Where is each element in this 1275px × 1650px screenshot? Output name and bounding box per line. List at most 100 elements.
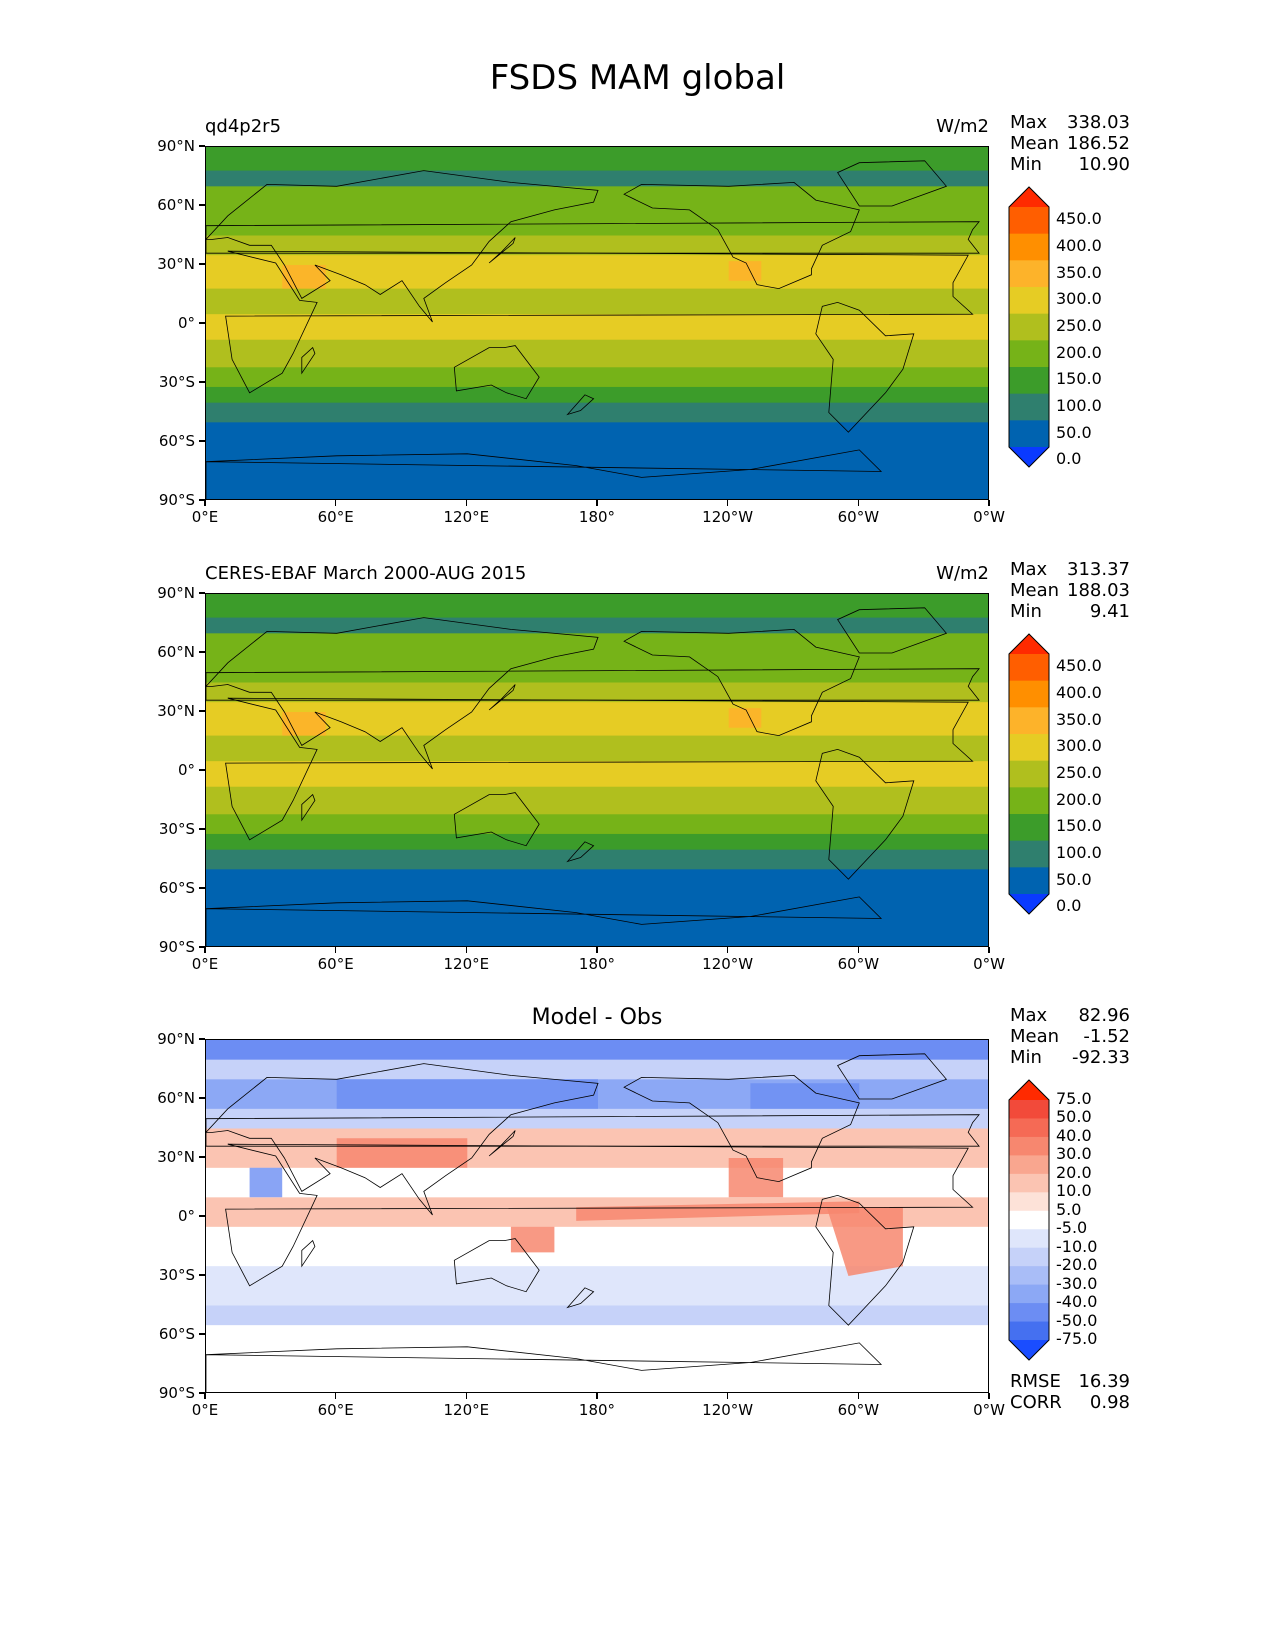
stat-value: 338.03 — [1067, 112, 1130, 133]
lon-tick-label: 120°E — [443, 508, 490, 526]
lat-tick-mark — [199, 1392, 205, 1394]
coastline — [206, 449, 883, 499]
coastline — [815, 748, 915, 880]
panel-units: W/m2 — [936, 563, 989, 584]
coastline — [206, 896, 883, 946]
coastline — [837, 607, 948, 654]
stat-row-min: Min 10.90 — [1010, 154, 1130, 175]
coastline — [623, 181, 860, 290]
colorbar-label: 50.0 — [1056, 422, 1092, 442]
panel-title-left: qd4p2r5 — [205, 116, 282, 137]
field-band — [206, 339, 988, 368]
lat-tick-label: 0° — [177, 314, 195, 332]
colorbar-extend-max — [1009, 634, 1049, 654]
lon-tick-label: 0°E — [191, 955, 219, 973]
lon-tick-label: 60°W — [837, 1401, 880, 1419]
colorbar-segment — [1009, 1155, 1049, 1175]
field-band — [206, 170, 988, 187]
field-band — [206, 786, 988, 815]
lat-tick-mark — [199, 1215, 205, 1217]
lon-tick-mark — [726, 947, 729, 953]
lat-tick-label: 60°S — [158, 879, 195, 897]
colorbar — [1008, 186, 1050, 472]
field-band — [206, 633, 988, 683]
lat-tick-label: 90°N — [157, 1030, 195, 1048]
colorbar-label: 150.0 — [1056, 816, 1102, 836]
colorbar-label: 100.0 — [1056, 396, 1102, 415]
colorbar-segment — [1009, 340, 1049, 368]
lat-tick-label: 60°N — [157, 196, 195, 214]
map-canvas — [206, 594, 988, 946]
lat-tick-mark — [199, 887, 205, 889]
lon-tick-label: 0°W — [973, 508, 1005, 526]
coastline — [301, 1239, 316, 1268]
map-panel-obs — [205, 593, 989, 947]
lat-tick-label: 30°S — [158, 373, 195, 391]
lat-tick-label: 30°N — [157, 255, 195, 273]
lon-tick-label: 60°E — [317, 955, 354, 973]
field-band — [206, 594, 988, 619]
colorbar-svg — [1008, 1079, 1050, 1361]
lat-tick-mark — [199, 322, 205, 324]
lat-tick-mark — [199, 1274, 205, 1276]
lat-tick-label: 60°N — [157, 1089, 195, 1107]
stat-value: 188.03 — [1067, 580, 1130, 601]
colorbar-segment — [1009, 313, 1049, 341]
field-patch — [728, 1158, 784, 1198]
stat-row-corr: CORR 0.98 — [1010, 1392, 1130, 1413]
colorbar-outline — [1008, 186, 1050, 468]
stat-value: 16.39 — [1078, 1371, 1130, 1392]
field-band — [206, 849, 988, 870]
map-canvas — [206, 1040, 988, 1392]
colorbar-segment — [1009, 814, 1049, 842]
field-band — [206, 386, 988, 404]
field-band — [206, 314, 988, 341]
colorbar-segment — [1009, 1247, 1049, 1267]
coastline — [453, 345, 540, 400]
stat-row-max: Max 313.37 — [1010, 559, 1130, 580]
colorbar-outline — [1008, 1079, 1050, 1361]
stat-value: 82.96 — [1078, 1005, 1130, 1026]
colorbar-label: 20.0 — [1056, 1162, 1092, 1182]
colorbar-label: -50.0 — [1056, 1310, 1098, 1330]
colorbar-label: 50.0 — [1056, 869, 1092, 889]
field-patch — [576, 1201, 860, 1221]
colorbar-label: 350.0 — [1056, 262, 1102, 282]
colorbar-segment — [1009, 1321, 1049, 1341]
coastline — [206, 221, 980, 254]
map-panel-diff — [205, 1039, 989, 1393]
lat-tick-label: 30°N — [157, 702, 195, 720]
colorbar-segment — [1009, 1303, 1049, 1322]
field-patch — [728, 261, 762, 281]
field-band — [206, 735, 988, 762]
lon-tick-label: 120°W — [702, 1401, 754, 1419]
lon-tick-label: 60°W — [837, 955, 880, 973]
colorbar-extend-min — [1009, 1340, 1049, 1360]
coastline — [815, 1194, 915, 1326]
stat-label: Mean — [1010, 1026, 1060, 1047]
lat-tick-label: 0° — [177, 761, 195, 779]
field-patch — [336, 1138, 468, 1168]
lat-tick-mark — [199, 1156, 205, 1158]
lon-tick-mark — [334, 1393, 337, 1399]
coastline — [301, 346, 316, 375]
colorbar-label: 350.0 — [1056, 709, 1102, 729]
coastline — [623, 1074, 860, 1183]
lon-tick-mark — [334, 500, 337, 506]
colorbar-label: 0.0 — [1056, 896, 1082, 916]
colorbar-label: 400.0 — [1056, 236, 1102, 255]
lat-tick-mark — [199, 769, 205, 771]
field-band — [206, 617, 988, 634]
lon-tick-label: 180° — [578, 1401, 616, 1419]
stat-label: Max — [1010, 112, 1048, 133]
lon-tick-label: 60°E — [317, 508, 354, 526]
colorbar-extend-max — [1009, 1080, 1049, 1100]
lon-tick-mark — [988, 500, 990, 506]
coastline — [206, 170, 599, 323]
lon-tick-mark — [465, 1393, 468, 1399]
field-patch — [750, 1083, 860, 1109]
lat-tick-mark — [199, 1038, 205, 1040]
colorbar-segment — [1009, 1118, 1049, 1138]
coastline — [488, 237, 516, 264]
stat-value: 0.98 — [1089, 1392, 1130, 1413]
